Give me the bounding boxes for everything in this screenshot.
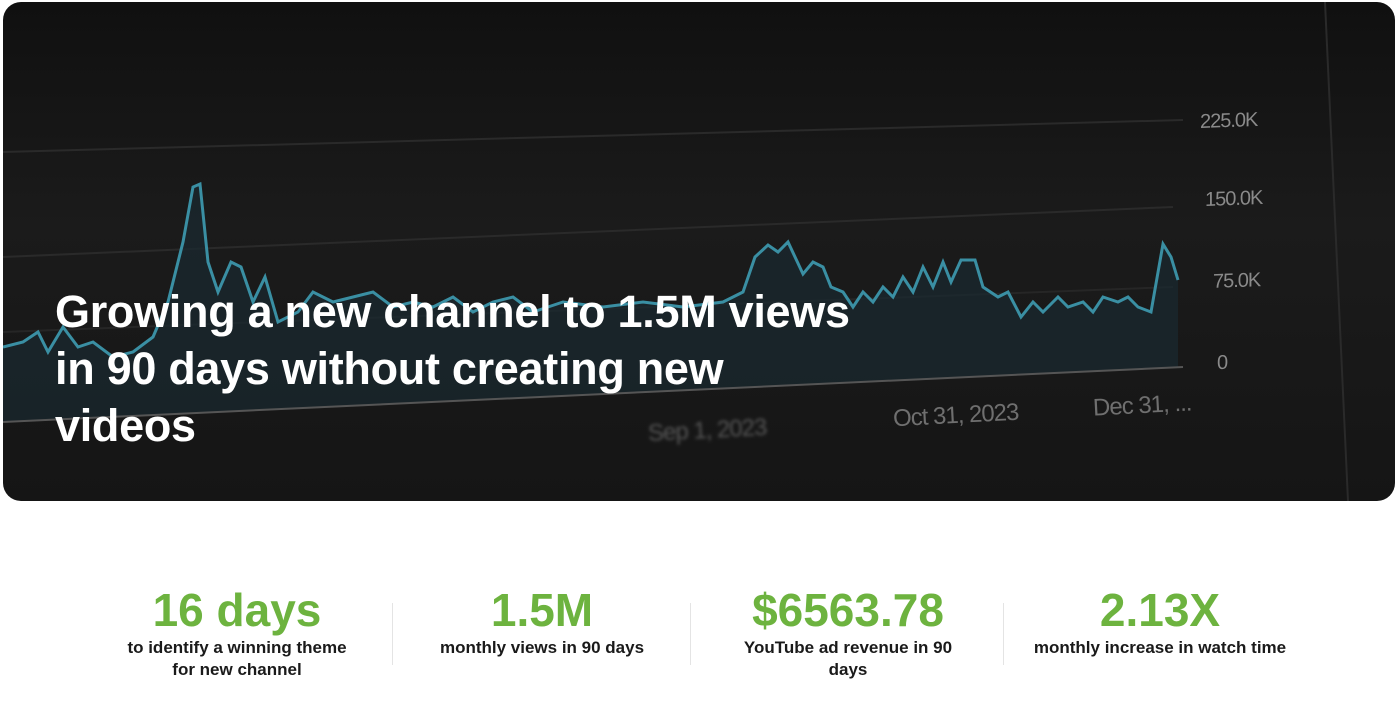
stat-label: to identify a winning theme for new chan… <box>127 638 347 679</box>
stat-label: monthly increase in watch time <box>1033 638 1287 657</box>
x-tick: Dec 31, ... <box>1092 389 1193 422</box>
gridline <box>3 206 1174 258</box>
x-axis <box>3 366 1184 423</box>
divider <box>1003 603 1004 665</box>
y-tick: 225.0K <box>1200 108 1258 134</box>
divider <box>690 603 691 665</box>
stat-ad-revenue: $6563.78 YouTube ad revenue in 90 days <box>708 585 988 681</box>
hero-title: Growing a new channel to 1.5M views in 9… <box>55 286 850 451</box>
y-tick: 150.0K <box>1205 186 1263 212</box>
hero-banner: 225.0K 150.0K 75.0K 0 Sep 1, 2023 Oct 31… <box>3 2 1395 501</box>
background-chart <box>3 2 1349 501</box>
gridline <box>3 119 1184 153</box>
stat-monthly-views: 1.5M monthly views in 90 days <box>402 585 682 659</box>
stat-label: monthly views in 90 days <box>439 638 645 657</box>
y-tick: 75.0K <box>1213 269 1261 293</box>
y-tick: 0 <box>1217 351 1228 375</box>
frame-edge <box>1324 2 1349 501</box>
stat-value: 2.13X <box>1099 584 1221 636</box>
chart-line <box>3 181 1180 359</box>
stat-value: $6563.78 <box>752 584 944 636</box>
divider <box>392 603 393 665</box>
chart-area <box>3 184 1178 422</box>
stat-days-to-theme: 16 days to identify a winning theme for … <box>97 585 377 681</box>
stat-value: 16 days <box>152 584 322 636</box>
stat-value: 1.5M <box>490 584 594 636</box>
stat-watch-time: 2.13X monthly increase in watch time <box>1020 585 1300 659</box>
stat-label: YouTube ad revenue in 90 days <box>743 638 953 679</box>
